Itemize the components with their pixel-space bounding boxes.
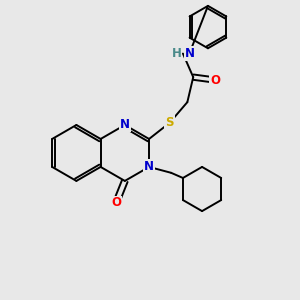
Text: O: O <box>210 74 220 87</box>
Text: N: N <box>120 118 130 131</box>
Text: N: N <box>184 47 194 60</box>
Text: N: N <box>144 160 154 173</box>
Text: H: H <box>172 47 182 60</box>
Text: S: S <box>165 116 174 129</box>
Text: O: O <box>111 196 121 209</box>
